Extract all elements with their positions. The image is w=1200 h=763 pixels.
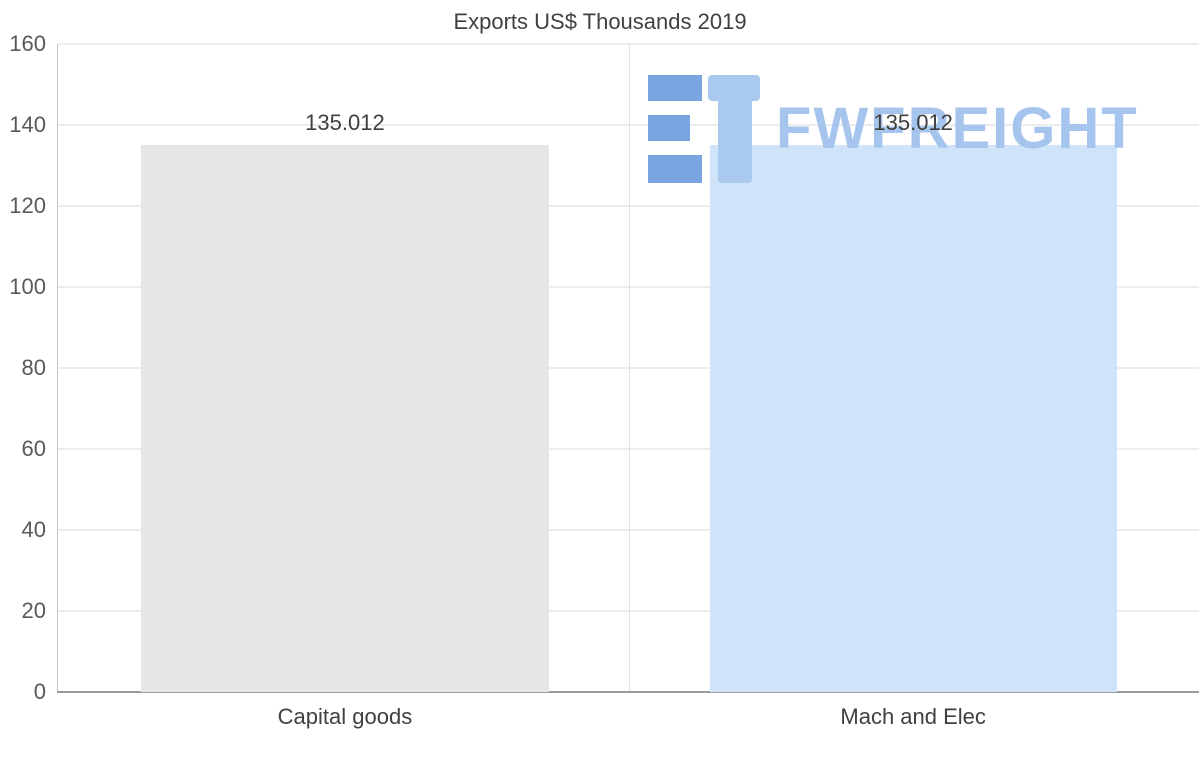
bar-capital-goods — [141, 145, 549, 692]
y-tick-label: 120 — [9, 193, 46, 218]
y-tick-label: 100 — [9, 274, 46, 299]
y-tick-label: 0 — [33, 679, 46, 704]
chart-title: Exports US$ Thousands 2019 — [453, 9, 747, 34]
x-axis-line — [57, 691, 1199, 693]
y-tick-label: 40 — [21, 517, 46, 542]
x-axis-label-mach-and-elec: Mach and Elec — [840, 704, 986, 729]
y-tick-label: 160 — [9, 31, 46, 56]
y-axis-tick-labels: 0 20 40 60 80 100 120 140 160 — [0, 33, 46, 703]
plot-area: FWFREIGHT 135.012 135.012 Capital goods … — [57, 43, 1199, 729]
x-axis-label-capital-goods: Capital goods — [277, 704, 413, 729]
y-tick-label: 60 — [21, 436, 46, 461]
category-separator-gridline — [628, 44, 630, 692]
y-tick-label: 20 — [21, 598, 46, 623]
bar-value-label-mach-and-elec: 135.012 — [873, 110, 953, 136]
y-tick-label: 140 — [9, 112, 46, 137]
bar-value-label-capital-goods: 135.012 — [305, 110, 385, 136]
bar-mach-and-elec — [709, 145, 1117, 692]
y-tick-label: 80 — [21, 355, 46, 380]
